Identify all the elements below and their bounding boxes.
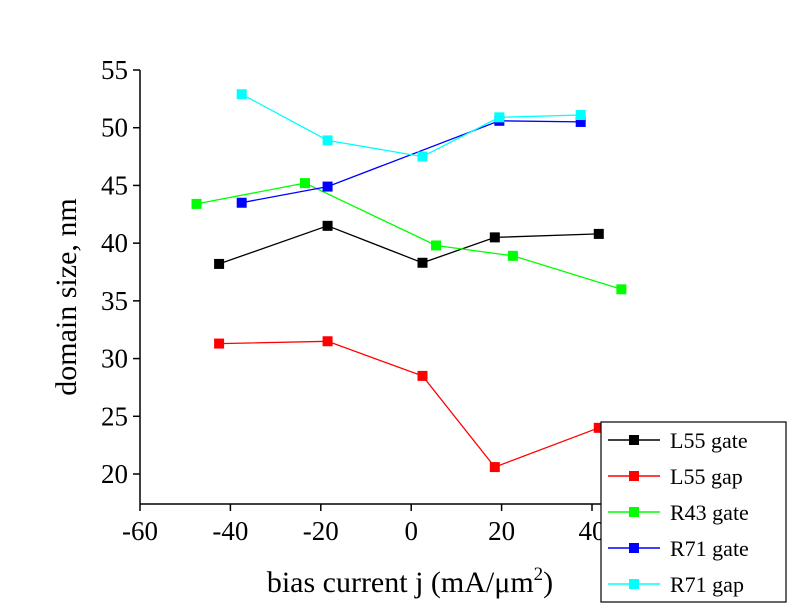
y-axis-title: domain size, nm xyxy=(50,198,83,395)
legend-items: L55 gate L55 gap R43 gate R71 gate R71 gap xyxy=(608,428,749,597)
y-tick-label: 45 xyxy=(101,170,128,200)
legend-marker xyxy=(629,579,639,589)
legend-label: L55 gap xyxy=(670,464,743,489)
legend-label: R43 gate xyxy=(670,500,749,525)
legend: L55 gate L55 gap R43 gate R71 gate R71 gap xyxy=(600,421,787,603)
y-tick-label: 55 xyxy=(101,55,128,85)
data-point xyxy=(214,338,225,349)
series-l55-gap xyxy=(214,336,604,473)
data-point xyxy=(322,220,333,231)
legend-marker xyxy=(629,435,639,445)
y-tick-label: 30 xyxy=(101,344,128,374)
data-point xyxy=(507,250,518,261)
data-point xyxy=(322,135,333,146)
data-point xyxy=(236,197,247,208)
legend-item: L55 gap xyxy=(608,464,743,489)
series-line xyxy=(218,225,599,265)
data-point xyxy=(494,112,505,123)
legend-item: R71 gate xyxy=(608,536,749,561)
legend-marker xyxy=(629,471,639,481)
data-point xyxy=(593,228,604,239)
series-line xyxy=(241,120,581,204)
data-point xyxy=(214,258,225,269)
x-ticks: -60 -40 -20 0 20 40 xyxy=(122,504,606,546)
data-point xyxy=(616,284,627,295)
series-l55-gate xyxy=(214,220,604,269)
x-axis-title-superscript: 2 xyxy=(534,564,544,585)
data-point xyxy=(575,116,586,127)
x-tick-label: 20 xyxy=(488,516,515,546)
x-axis-title: bias current j (mA/μm2) xyxy=(267,564,553,599)
legend-item: L55 gate xyxy=(608,428,748,453)
data-point xyxy=(417,151,428,162)
legend-label: R71 gate xyxy=(670,536,749,561)
data-point xyxy=(191,198,202,209)
legend-item: R71 gap xyxy=(608,572,744,597)
data-point xyxy=(322,181,333,192)
series-layer xyxy=(191,89,627,473)
series-r71-gate xyxy=(236,115,586,208)
y-ticks: 20 25 30 35 40 45 50 55 xyxy=(101,55,140,489)
axes: 20 25 30 35 40 45 50 55 -60 -40 -20 0 20 40 xyxy=(101,55,606,546)
series-r43-gate xyxy=(191,178,627,295)
y-tick-label: 35 xyxy=(101,286,128,316)
legend-marker xyxy=(629,507,639,517)
legend-label: L55 gate xyxy=(670,428,748,453)
data-point xyxy=(417,257,428,268)
y-tick-label: 20 xyxy=(101,459,128,489)
data-point xyxy=(417,370,428,381)
legend-marker xyxy=(629,543,639,553)
series-r71-gap xyxy=(236,89,586,162)
x-axis-title-main: bias current j (mA/μm xyxy=(267,566,534,599)
x-tick-label: 0 xyxy=(404,516,418,546)
x-tick-label: -40 xyxy=(212,516,248,546)
series-line xyxy=(241,93,581,158)
legend-item: R43 gate xyxy=(608,500,749,525)
data-point xyxy=(431,240,442,251)
data-point xyxy=(575,110,586,121)
data-point xyxy=(489,232,500,243)
y-tick-label: 25 xyxy=(101,401,128,431)
y-tick-label: 40 xyxy=(101,228,128,258)
data-point xyxy=(489,462,500,473)
data-point xyxy=(593,422,604,433)
data-point xyxy=(236,89,247,100)
y-tick-label: 50 xyxy=(101,113,128,143)
x-tick-label: -20 xyxy=(303,516,339,546)
series-line xyxy=(219,340,600,468)
x-tick-label: -60 xyxy=(122,516,158,546)
x-axis-title-suffix: ) xyxy=(543,566,553,599)
legend-label: R71 gap xyxy=(670,572,744,597)
data-point xyxy=(322,336,333,347)
data-point xyxy=(299,178,310,189)
